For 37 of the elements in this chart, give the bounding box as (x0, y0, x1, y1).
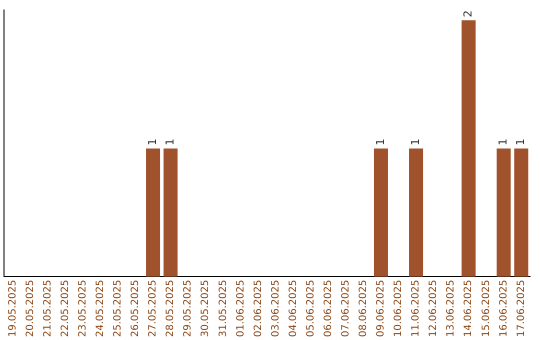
data-label: 1 (408, 138, 422, 146)
x-tick-label: 14.06.2025 (463, 280, 474, 338)
x-tick-label: 26.05.2025 (130, 280, 142, 338)
x-tick-label: 12.06.2025 (428, 280, 440, 338)
x-tick-label: 07.06.2025 (340, 280, 352, 338)
data-label: 1 (496, 138, 510, 146)
x-tick-label: 06.06.2025 (322, 280, 334, 338)
x-tick-label: 31.05.2025 (218, 280, 229, 338)
x-tick-label: 28.05.2025 (165, 280, 176, 338)
x-tick-label: 16.06.2025 (498, 280, 510, 338)
x-tick-label: 27.05.2025 (148, 280, 159, 338)
x-tick-label: 09.06.2025 (376, 280, 387, 338)
x-tick-label: 25.05.2025 (112, 280, 124, 338)
x-tick-label: 21.05.2025 (42, 280, 54, 338)
x-tick-label: 13.06.2025 (446, 280, 457, 338)
x-tick-label: 29.05.2025 (182, 280, 194, 338)
x-tick-label: 10.06.2025 (393, 280, 404, 338)
data-label: 1 (374, 138, 387, 146)
x-tick-label: 17.06.2025 (516, 280, 527, 338)
x-tick-label: 03.06.2025 (270, 280, 282, 338)
data-label: 1 (146, 138, 159, 146)
x-tick-label: 08.06.2025 (358, 280, 370, 338)
x-tick-label: 22.05.2025 (60, 280, 71, 338)
x-tick-label: 23.05.2025 (77, 280, 88, 338)
x-tick-label: 11.06.2025 (410, 280, 422, 338)
x-tick-label: 30.05.2025 (200, 280, 212, 338)
x-tick-label: 20.05.2025 (24, 280, 36, 338)
x-tick-label: 24.05.2025 (95, 280, 106, 338)
data-label: 1 (514, 138, 528, 146)
x-tick-label: 15.06.2025 (480, 280, 492, 338)
data-label: 1 (163, 138, 176, 146)
x-tick-label: 05.06.2025 (305, 280, 316, 338)
x-tick-label: 01.06.2025 (235, 280, 246, 338)
x-tick-label: 19.05.2025 (7, 280, 18, 338)
data-label: 2 (461, 10, 474, 18)
x-tick-label: 02.06.2025 (252, 280, 264, 338)
x-tick-label: 04.06.2025 (288, 280, 299, 338)
